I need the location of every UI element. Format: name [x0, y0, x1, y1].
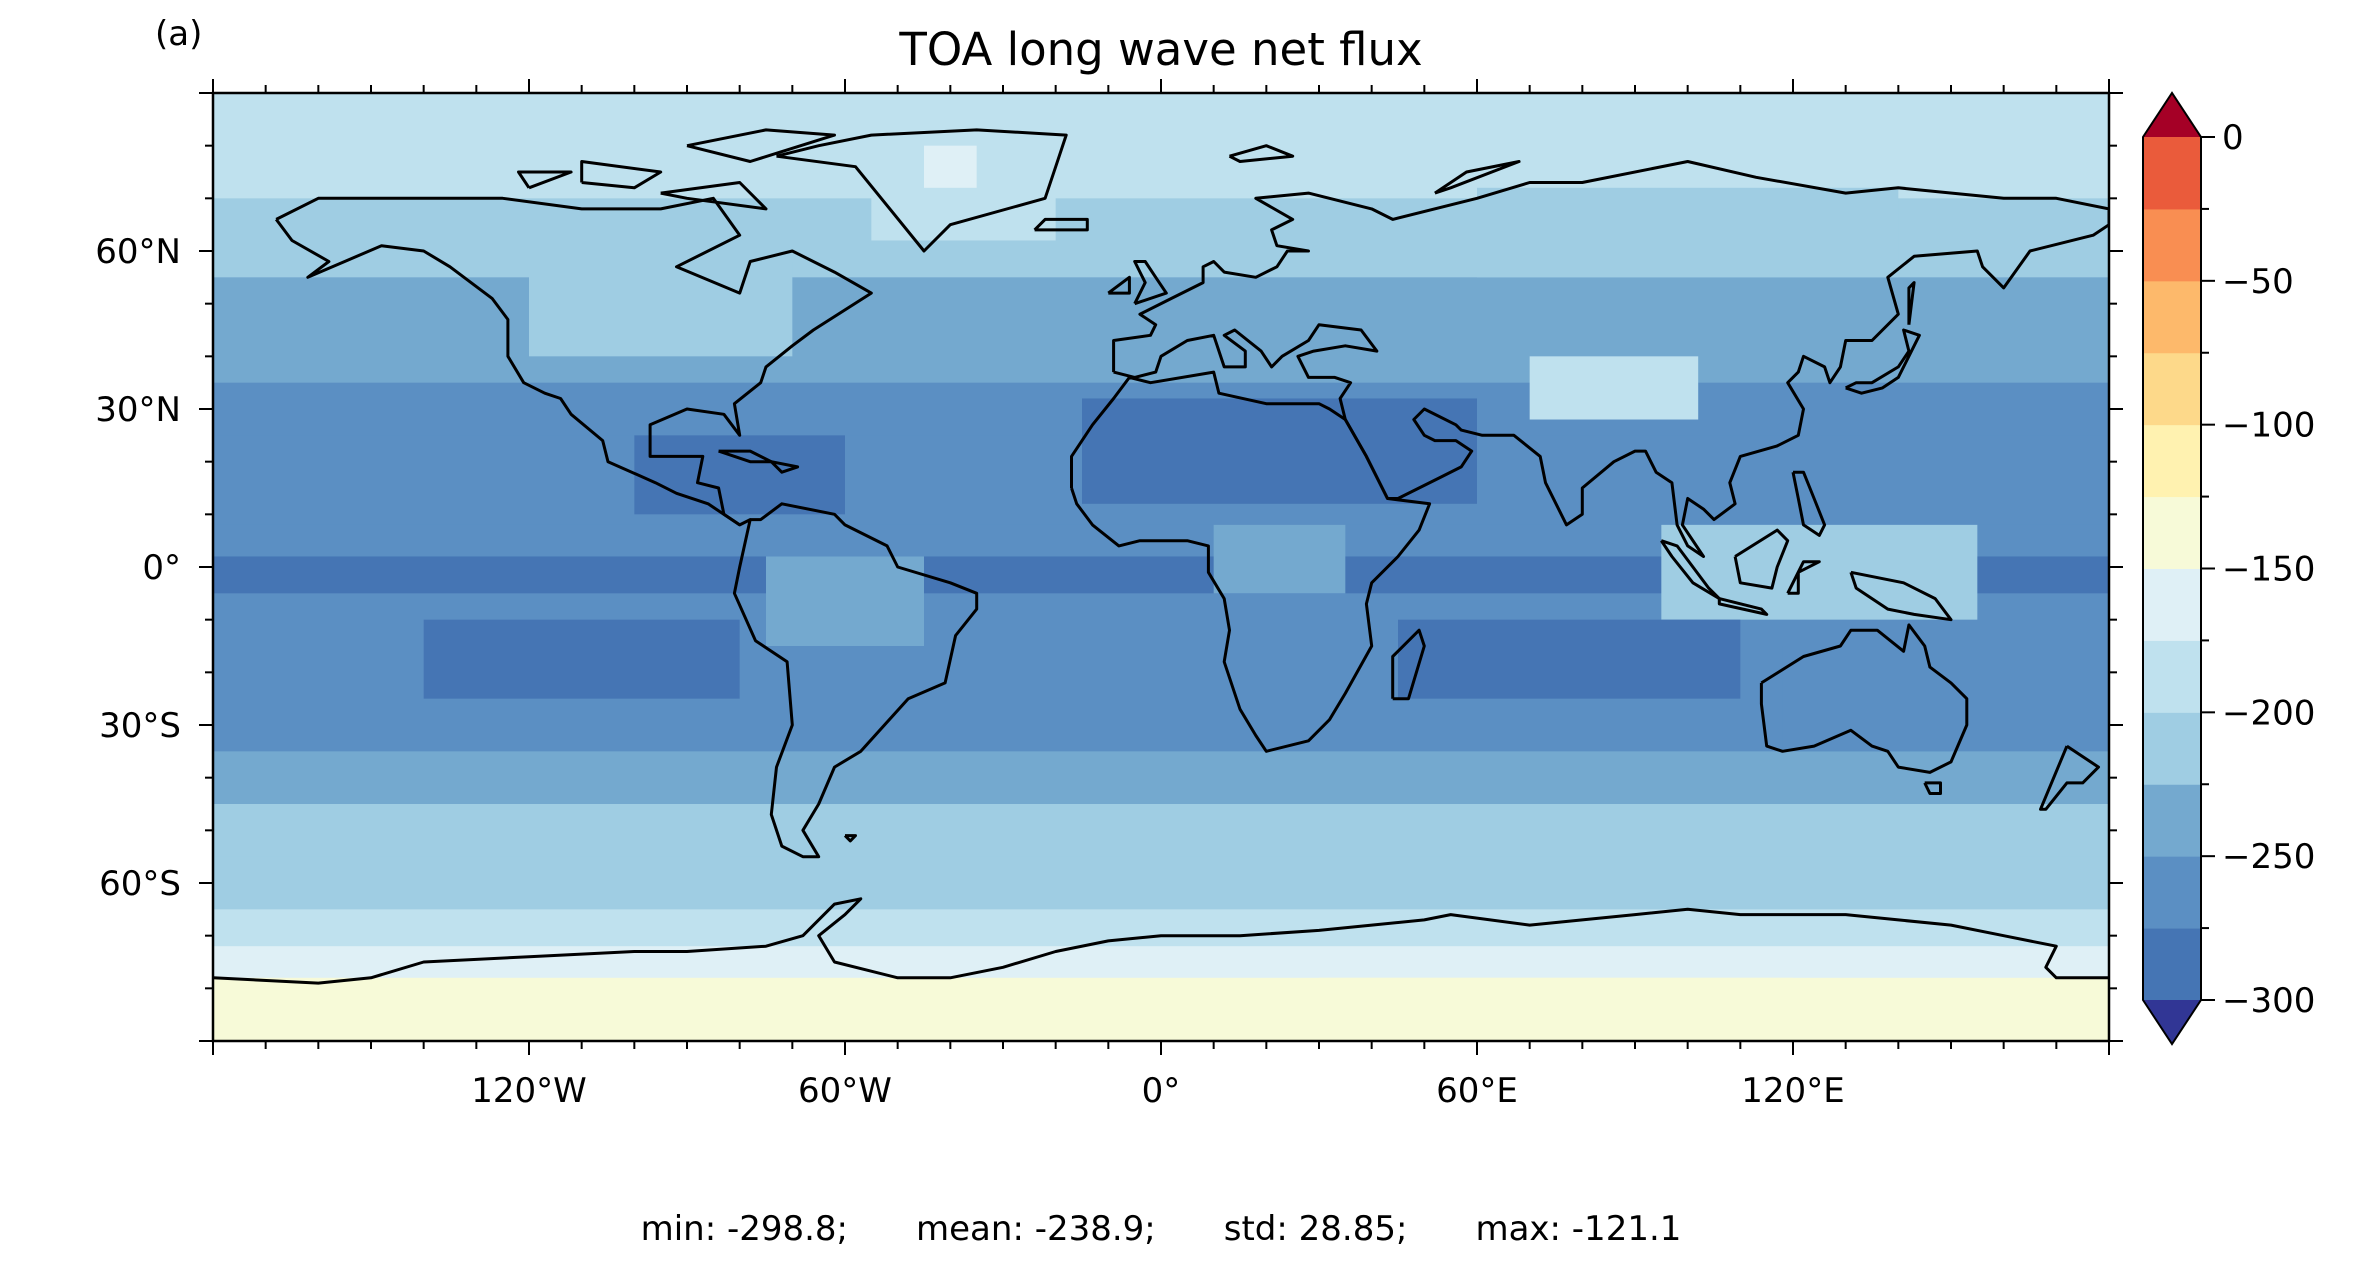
zonal-band: [213, 751, 2109, 805]
coastline: [770, 460, 800, 474]
coastline: [1786, 560, 1821, 595]
colorbar-segment: [2143, 784, 2201, 857]
coastline: [1228, 144, 1295, 163]
y-axis: 60°N 30°N 0° 30°S 60°S: [95, 92, 2123, 1042]
x-axis: 120°W 60°W 0° 60°E 120°E: [212, 79, 2110, 1111]
colorbar-extend-min: [2143, 1000, 2201, 1044]
regional-anomaly: [1319, 977, 1793, 1041]
statistics-line: min: -298.8; mean: -238.9; std: 28.85; max:…: [641, 1209, 1682, 1249]
coastline: [1070, 370, 1432, 753]
y-tick-label: 60°S: [99, 864, 181, 904]
regional-anomaly: [529, 261, 793, 357]
statistic-mean: mean: -238.9;: [916, 1209, 1156, 1249]
y-tick-label: 30°N: [95, 390, 181, 430]
coastline: [580, 160, 663, 190]
statistic-max: max: -121.1: [1475, 1209, 1681, 1249]
regional-anomaly: [1661, 524, 1978, 620]
regional-anomaly: [1477, 187, 1899, 278]
y-tick-label: 60°N: [95, 232, 181, 272]
colorbar-segment: [2143, 856, 2201, 929]
coastline: [1107, 275, 1131, 295]
coastline: [1391, 628, 1426, 701]
colorbar-tick-label: 0: [2222, 118, 2244, 158]
statistic-min: min: -298.8;: [641, 1209, 848, 1249]
colorbar-segment: [2143, 280, 2201, 354]
colorbar-tick-label: −150: [2222, 550, 2315, 590]
colorbar-segment: [2143, 496, 2201, 569]
zonal-band: [213, 946, 2109, 979]
coastline: [660, 181, 768, 211]
colorbar-tick-label: −50: [2222, 262, 2294, 302]
regional-anomaly: [1398, 619, 1741, 699]
coastline: [1907, 281, 1916, 325]
regional-anomaly: [634, 435, 845, 515]
coastline: [1717, 597, 1769, 616]
coastline: [1759, 623, 1969, 774]
zonal-band: [213, 804, 2109, 858]
flux-map: [213, 93, 2109, 1041]
coastline: [213, 897, 2109, 985]
coastline: [1112, 160, 2109, 558]
colorbar-segment: [2143, 208, 2201, 282]
regional-anomaly: [1213, 524, 1346, 594]
coastline: [1845, 328, 1921, 395]
colorbar-tick-label: −300: [2222, 981, 2315, 1021]
colorbar-segment: [2143, 352, 2201, 426]
coastline: [1434, 160, 1521, 195]
colorbar-segment: [2143, 568, 2201, 641]
coastline: [274, 218, 741, 527]
colorbar-segment: [2143, 137, 2201, 210]
regional-anomaly: [1082, 398, 1477, 504]
coastlines: [213, 128, 2109, 985]
colorbar: 0 −50 −100 −150 −200 −250 −300: [2142, 91, 2315, 1046]
colorbar-segment: [2143, 928, 2201, 1001]
regional-anomaly: [1782, 646, 1951, 752]
y-tick-label: 30°S: [99, 706, 181, 746]
colorbar-tick-label: −200: [2222, 693, 2315, 733]
colorbar-extend-max: [2143, 93, 2201, 137]
coastline: [1733, 528, 1790, 590]
statistic-std: std: 28.85;: [1224, 1209, 1408, 1249]
coastline: [2039, 744, 2100, 811]
x-tick-label: 0°: [1142, 1071, 1181, 1111]
coastline: [1033, 217, 1089, 232]
zonal-band: [213, 93, 2109, 147]
x-tick-label: 120°E: [1741, 1071, 1844, 1111]
coastline: [776, 128, 1068, 253]
zonal-band: [213, 977, 2109, 1041]
coastline: [843, 834, 857, 843]
statistics-text: min: -298.8; mean: -238.9; std: 28.85; max:…: [641, 1209, 1682, 1249]
panel-label: (a): [155, 14, 202, 54]
colorbar-segment: [2143, 712, 2201, 785]
x-tick-label: 120°W: [471, 1071, 587, 1111]
zonal-band: [213, 856, 2109, 910]
regional-anomaly: [423, 619, 740, 699]
y-tick-label: 0°: [142, 548, 181, 588]
coastline: [1849, 570, 1953, 622]
colorbar-tick-label: −250: [2222, 837, 2315, 877]
coastline: [517, 170, 573, 190]
coastline: [686, 128, 836, 163]
colorbar-segment: [2143, 424, 2201, 498]
x-tick-label: 60°W: [798, 1071, 892, 1111]
colorbar-tick-label: −100: [2222, 406, 2315, 446]
colorbar-segment: [2143, 640, 2201, 713]
x-tick-label: 60°E: [1436, 1071, 1518, 1111]
coastline: [1133, 260, 1168, 306]
coastline: [1923, 781, 1942, 795]
regional-anomalies-layer: [423, 129, 1978, 1041]
regional-anomaly: [766, 556, 924, 646]
regional-anomaly: [1529, 356, 1699, 420]
chart-title: TOA long wave net flux: [898, 23, 1422, 76]
coastline: [1791, 470, 1827, 537]
regional-anomaly: [924, 145, 977, 188]
